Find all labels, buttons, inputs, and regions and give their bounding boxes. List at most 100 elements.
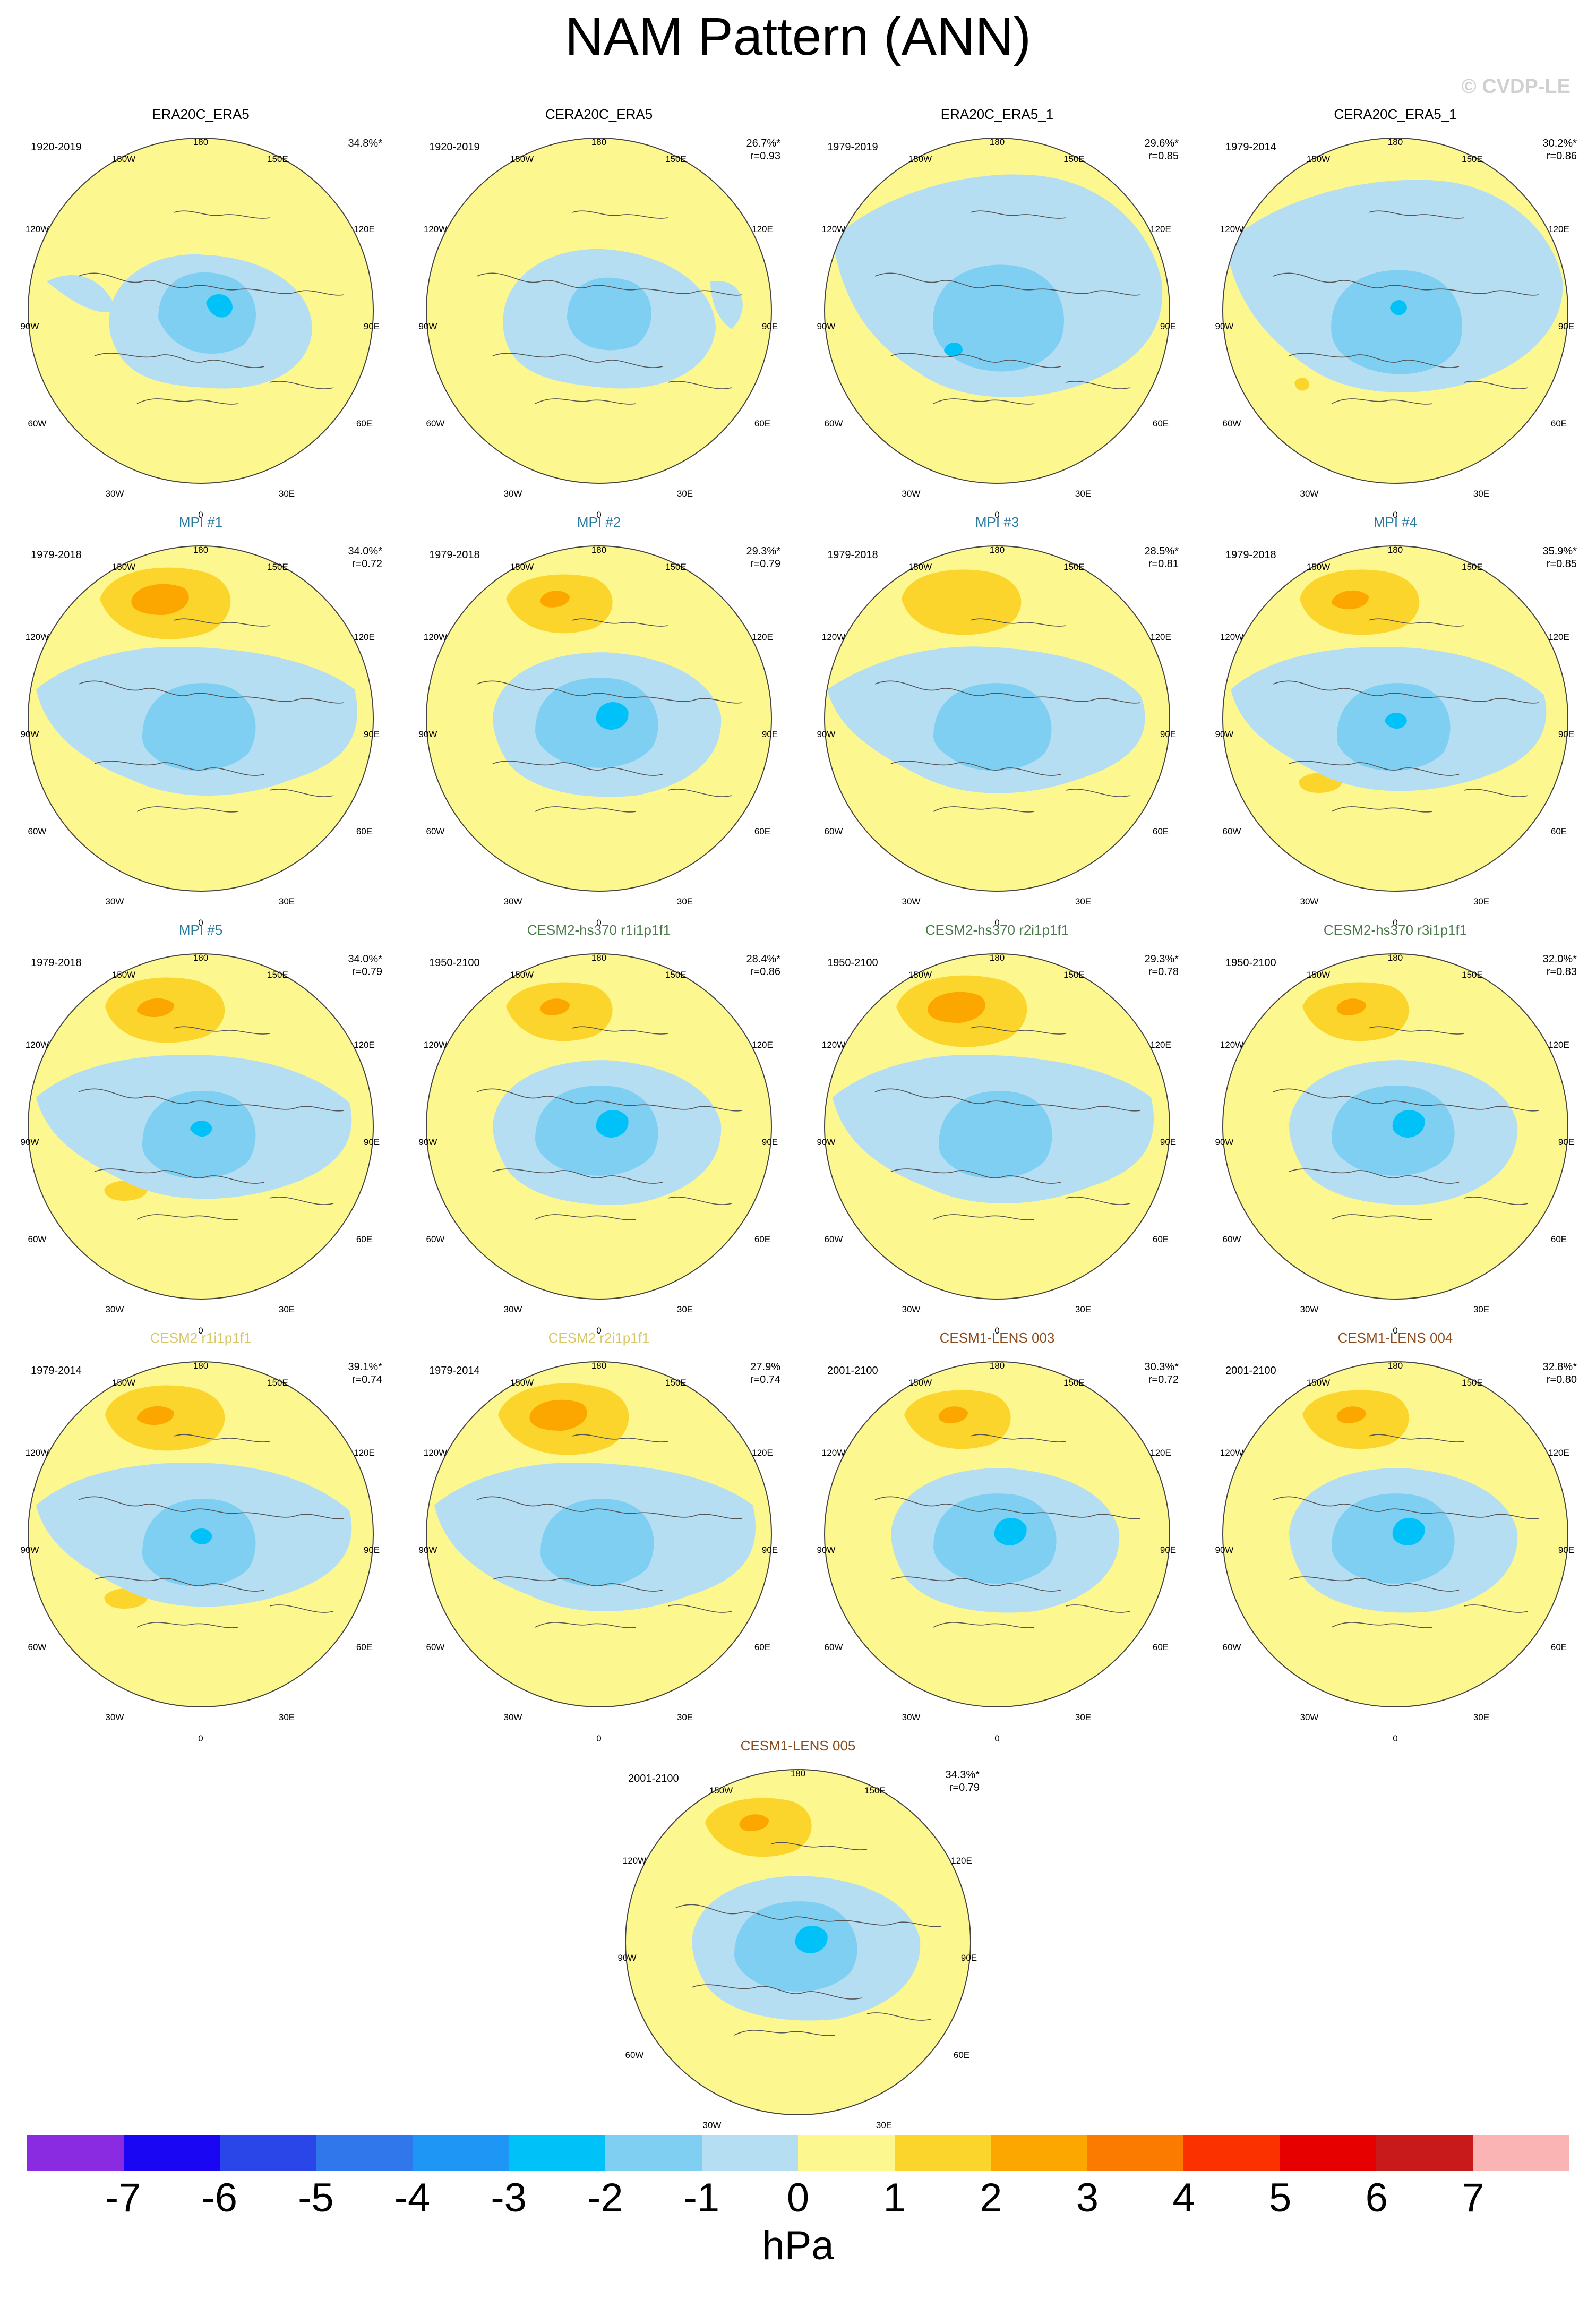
negative-anomaly-contour: [944, 343, 963, 357]
longitude-label: 0: [1393, 1733, 1398, 1744]
longitude-label: 150W: [1306, 154, 1331, 164]
longitude-label: 0: [1393, 510, 1398, 520]
longitude-label: 60E: [754, 826, 771, 836]
longitude-label: 120E: [1548, 632, 1569, 642]
coastline: [94, 1168, 265, 1184]
longitude-label: 30W: [902, 489, 921, 499]
longitude-label: 90E: [363, 1545, 380, 1555]
map-panel: CERA20C_ERA5_1 1979-2014 30.2%* r=0.86 180 0 1…: [1209, 106, 1581, 520]
longitude-label: 150E: [267, 970, 288, 980]
longitude-label: 120W: [423, 1040, 448, 1050]
longitude-label: 30W: [105, 489, 124, 499]
map-border: [824, 953, 1170, 1300]
negative-anomaly-contour: [939, 1091, 1052, 1179]
longitude-label: 60E: [356, 1642, 373, 1652]
negative-anomaly-contour: [795, 1925, 828, 1953]
positive-anomaly-contour: [131, 584, 189, 615]
positive-anomaly-contour: [136, 1406, 174, 1425]
polar-map: [426, 1361, 772, 1707]
coastline: [636, 696, 743, 704]
coastline: [269, 1197, 334, 1205]
explained-variance: 26.7%*: [746, 138, 781, 149]
longitude-label: 90E: [1558, 1137, 1575, 1147]
longitude-label: 90E: [761, 1545, 778, 1555]
longitude-label: 150E: [665, 154, 687, 164]
explained-variance: 28.4%*: [746, 953, 781, 965]
panel-title: CESM1-LENS 004: [1337, 1330, 1453, 1346]
longitude-label: 150W: [1306, 562, 1331, 572]
coastline: [874, 1496, 1035, 1514]
longitude-label: 90W: [817, 729, 836, 739]
map-border: [824, 138, 1170, 484]
coastline: [874, 680, 1035, 698]
panel-stats: 30.3%* r=0.72: [1131, 1361, 1179, 1386]
pattern-correlation: r=0.79: [750, 558, 780, 570]
polar-map: [28, 953, 374, 1300]
longitude-label: 30E: [676, 1304, 693, 1314]
panel-period: 1979-2014: [1225, 141, 1276, 153]
coastline: [667, 789, 732, 797]
colorbar-segment: [1280, 2135, 1376, 2171]
negative-anomaly-contour: [190, 1528, 212, 1545]
longitude-label: 30W: [1300, 489, 1319, 499]
pattern-correlation: r=0.79: [351, 966, 382, 978]
longitude-label: 30E: [278, 489, 295, 499]
longitude-label: 60W: [28, 1642, 47, 1652]
coastline: [1289, 1168, 1460, 1184]
positive-anomaly-contour: [540, 998, 570, 1015]
longitude-label: 180: [193, 545, 209, 555]
coastline: [1273, 680, 1433, 698]
coastline: [866, 2012, 931, 2021]
panel-title: MPI #5: [178, 922, 223, 938]
longitude-label: 30W: [902, 896, 921, 907]
map-border: [1222, 138, 1568, 484]
negative-anomaly-contour: [1332, 1086, 1455, 1176]
coastline: [174, 210, 270, 219]
coastline: [476, 272, 637, 291]
coastline: [1273, 1496, 1433, 1514]
panel-period: 1979-2014: [429, 1365, 480, 1377]
figure-title: NAM Pattern (ANN): [565, 7, 1031, 66]
coastline: [970, 1434, 1067, 1442]
colorbar-tick-label: -1: [683, 2175, 720, 2220]
colorbar-segment: [991, 2135, 1087, 2171]
longitude-label: 60E: [1152, 826, 1169, 836]
coastline: [1331, 806, 1433, 813]
longitude-label: 90W: [1215, 321, 1234, 331]
map-panel: ERA20C_ERA5 1920-2019 34.8%* 180 0 150W 150E 12…: [15, 106, 387, 520]
longitude-label: 150E: [665, 970, 687, 980]
longitude-label: 60E: [1550, 1234, 1567, 1244]
coastline: [1464, 1604, 1529, 1613]
coastline: [734, 2030, 836, 2036]
coastline: [1432, 1104, 1539, 1112]
longitude-label: 0: [1393, 1326, 1398, 1336]
longitude-label: 90E: [761, 729, 778, 739]
longitude-label: 180: [790, 1769, 806, 1779]
positive-anomaly-contour: [529, 1399, 587, 1431]
longitude-label: 60W: [1222, 418, 1241, 429]
negative-anomaly-contour: [1392, 1517, 1425, 1545]
explained-variance: 34.8%*: [348, 138, 383, 149]
longitude-label: 60W: [824, 826, 843, 836]
negative-anomaly-contour: [596, 702, 629, 730]
coastline: [1034, 1104, 1141, 1112]
longitude-label: 90E: [363, 321, 380, 331]
panel-title: ERA20C_ERA5: [152, 106, 250, 122]
explained-variance: 34.0%*: [348, 953, 383, 965]
pattern-correlation: r=0.72: [351, 558, 382, 570]
longitude-label: 60E: [754, 418, 771, 429]
map-panel: CESM2 r2i1p1f1 1979-2014 27.9% r=0.74 180 0 15…: [413, 1330, 785, 1744]
polar-map: [625, 1769, 971, 2115]
panel-stats: 34.0%* r=0.72: [334, 545, 383, 570]
panel-period: 1979-2018: [1225, 549, 1276, 561]
longitude-label: 120W: [1220, 1448, 1244, 1458]
coastline: [1331, 1622, 1433, 1628]
longitude-label: 150E: [864, 1786, 886, 1796]
longitude-label: 150W: [111, 970, 136, 980]
coastline: [1273, 272, 1433, 291]
explained-variance: 29.3%*: [746, 545, 781, 557]
longitude-label: 90E: [1160, 1545, 1177, 1555]
longitude-label: 120E: [1150, 1448, 1171, 1458]
panel-stats: 34.3%* r=0.79: [932, 1769, 980, 1794]
panel-stats: 32.0%* r=0.83: [1529, 953, 1577, 978]
